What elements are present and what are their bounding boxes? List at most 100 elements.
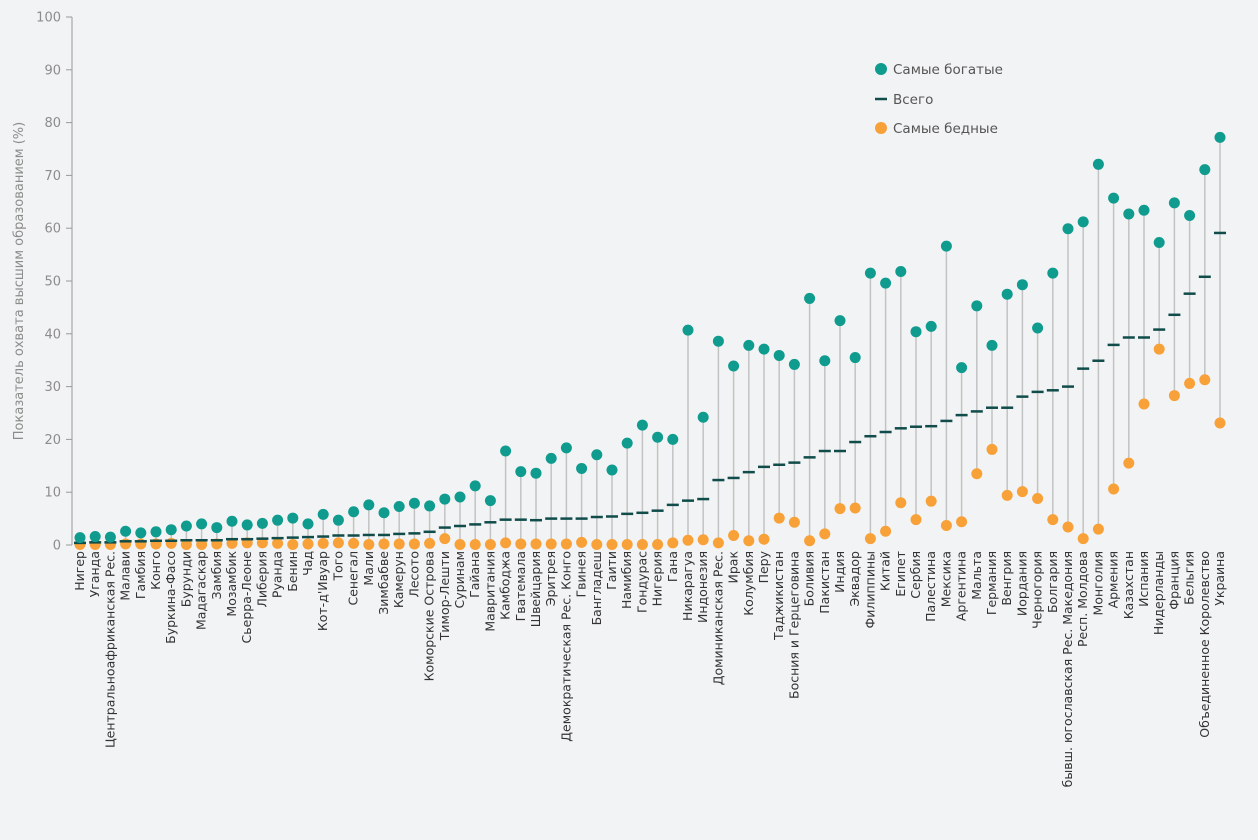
poorest-point <box>180 538 192 550</box>
x-tick-label: Нигер <box>72 551 87 591</box>
richest-point <box>241 519 253 531</box>
richest-point <box>272 514 284 526</box>
poorest-point <box>1016 486 1028 498</box>
x-tick-label: Германия <box>984 551 999 615</box>
poorest-point <box>287 538 299 550</box>
richest-point <box>180 520 192 532</box>
x-tick-label: бывш. югославская Рес. Македония <box>1060 551 1075 787</box>
poorest-point <box>621 538 633 550</box>
richest-point <box>500 445 512 457</box>
x-tick-label: Черногория <box>1030 551 1045 629</box>
richest-point <box>925 320 937 332</box>
richest-point <box>484 495 496 507</box>
x-tick-label: Иордания <box>1014 551 1029 616</box>
x-tick-label: Камбоджа <box>498 551 513 620</box>
poorest-point <box>1153 343 1165 355</box>
poorest-point <box>925 495 937 507</box>
x-tick-label: Гватемала <box>513 551 528 621</box>
poorest-point <box>652 538 664 550</box>
x-tick-label: Палестина <box>923 551 938 622</box>
x-tick-label: Камерун <box>391 551 406 608</box>
richest-point <box>849 352 861 364</box>
x-tick-label: Замбия <box>209 551 224 599</box>
x-tick-label: Объединенное Королевство <box>1197 551 1212 738</box>
x-tick-label: Лесото <box>406 551 421 598</box>
richest-point <box>515 466 527 478</box>
y-tick-label: 0 <box>53 539 61 554</box>
x-tick-label: Сьерра-Леоне <box>239 551 254 644</box>
x-tick-label: Нигерия <box>650 551 665 606</box>
x-tick-label: Мали <box>361 551 376 586</box>
poorest-point <box>940 519 952 531</box>
x-tick-label: Мексика <box>938 551 953 607</box>
richest-point <box>834 315 846 327</box>
richest-point <box>469 480 481 492</box>
poorest-point <box>773 512 785 524</box>
x-tick-label: Перу <box>756 550 771 583</box>
y-tick-label: 80 <box>44 116 61 131</box>
richest-point <box>74 532 86 544</box>
x-tick-label: Суринам <box>452 551 467 608</box>
richest-point <box>1047 267 1059 279</box>
x-tick-label: Швейцария <box>528 551 543 627</box>
y-tick-label: 40 <box>44 327 61 342</box>
poorest-point <box>484 538 496 550</box>
richest-point <box>576 462 588 474</box>
legend: Самые богатые Всего Самые бедные <box>875 62 1003 137</box>
richest-point <box>560 442 572 454</box>
richest-point <box>880 277 892 289</box>
richest-point <box>89 531 101 543</box>
poorest-point <box>667 537 679 549</box>
x-tick-label: Конго <box>148 551 163 590</box>
x-tick-label: Малави <box>118 551 133 601</box>
y-tick-label: 60 <box>44 222 61 237</box>
poorest-point <box>1123 457 1135 469</box>
richest-point <box>348 506 360 518</box>
poorest-point <box>545 538 557 550</box>
poorest-point <box>530 538 542 550</box>
richest-point <box>819 355 831 367</box>
x-tick-label: Буркина-Фасо <box>163 551 178 644</box>
poorest-point <box>1138 398 1150 410</box>
x-tick-label: Гвинея <box>574 551 589 598</box>
x-tick-label: Бурунди <box>178 551 193 607</box>
poorest-point <box>788 516 800 528</box>
richest-point <box>773 349 785 361</box>
poorest-point <box>560 538 572 550</box>
x-tick-label: Центральноафриканская Рес. <box>102 551 117 748</box>
range-lines <box>79 137 1221 545</box>
legend-label-richest: Самые богатые <box>893 62 1003 78</box>
x-tick-label: Монголия <box>1090 551 1105 615</box>
poorest-point <box>910 514 922 526</box>
x-tick-label: Сенегал <box>346 551 361 606</box>
poorest-point <box>1168 390 1180 402</box>
x-tick-label: Гамбия <box>133 551 148 599</box>
y-axis-label: Показатель охвата высшим образованием (%… <box>12 122 27 440</box>
richest-point <box>165 524 177 536</box>
poorest-point <box>363 538 375 550</box>
y-tick-label: 20 <box>44 433 61 448</box>
poorest-point <box>439 533 451 545</box>
richest-point <box>986 339 998 351</box>
x-tick-label: Эквадор <box>847 551 862 607</box>
x-tick-label: Коморские Острова <box>422 551 437 681</box>
richest-point <box>332 514 344 526</box>
x-tick-label: Украина <box>1212 551 1227 606</box>
x-tick-label: Тимор-Лешти <box>437 551 452 641</box>
richest-point <box>728 360 740 372</box>
richest-point <box>150 526 162 538</box>
poorest-point <box>1001 489 1013 501</box>
richest-point <box>120 525 132 537</box>
poorest-point <box>986 443 998 455</box>
x-tick-label: Зимбабве <box>376 551 391 615</box>
richest-point <box>743 339 755 351</box>
richest-point <box>652 431 664 443</box>
y-axis: 0 10 20 30 40 50 60 70 80 90 100 <box>36 11 73 554</box>
x-tick-label: Бенин <box>285 551 300 592</box>
richest-point <box>712 335 724 347</box>
x-tick-label: Индия <box>832 551 847 593</box>
richest-point <box>636 419 648 431</box>
x-tick-label: Мозамбик <box>224 551 239 617</box>
richest-point <box>302 518 314 530</box>
poorest-point <box>697 534 709 546</box>
